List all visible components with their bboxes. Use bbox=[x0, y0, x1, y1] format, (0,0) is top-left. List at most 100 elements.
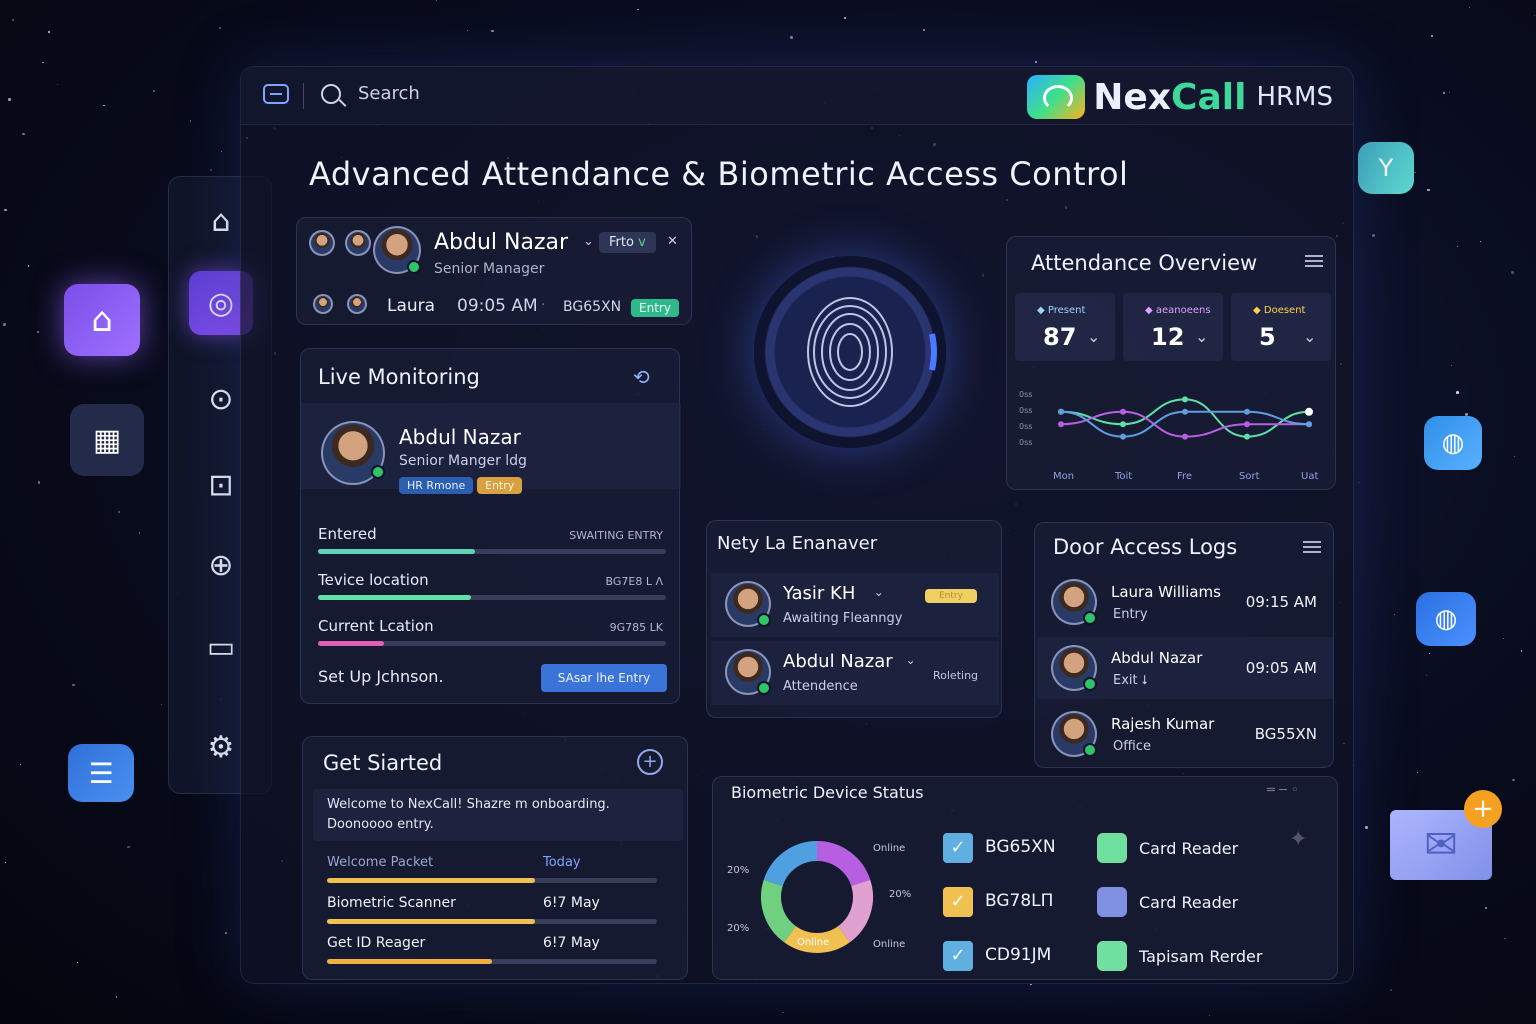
star bbox=[209, 168, 213, 171]
fingerprint-scanner[interactable] bbox=[754, 256, 946, 448]
start-entry-button[interactable]: SAsar lhe Entry bbox=[541, 664, 667, 692]
star bbox=[1416, 771, 1419, 774]
chevron-down-icon[interactable]: ⌄ bbox=[1303, 327, 1317, 346]
avatar bbox=[347, 294, 367, 314]
log-time: 09:15 AM bbox=[1245, 593, 1317, 611]
log-row[interactable]: Laura Williams Entry 09:15 AM bbox=[1037, 571, 1333, 633]
chevron-down-icon[interactable]: ⌄ bbox=[583, 234, 594, 249]
monitor-name: Abdul Nazar bbox=[399, 425, 521, 449]
clipboard-icon[interactable]: ☰ bbox=[68, 744, 134, 802]
close-icon[interactable]: ✕ bbox=[667, 234, 678, 249]
device-code: BG65XN bbox=[985, 837, 1056, 857]
log-time: 09:05 AM bbox=[1245, 659, 1317, 677]
add-card-icon[interactable]: ⊕ bbox=[208, 547, 234, 583]
star bbox=[1425, 674, 1428, 677]
star bbox=[76, 961, 78, 963]
menu-icon[interactable] bbox=[1305, 255, 1323, 267]
log-time: BG55XN bbox=[1254, 725, 1317, 743]
panel-title: Biometric Device Status bbox=[731, 783, 924, 802]
scan-icon[interactable]: ⟲ bbox=[633, 365, 650, 389]
home-icon[interactable]: ⌂ bbox=[64, 284, 140, 356]
badge-icon[interactable]: ⊡ bbox=[208, 467, 234, 503]
stat-card[interactable]: ◆ Doesent 5 ⌄ bbox=[1231, 293, 1331, 361]
device-type: Tapisam Rerder bbox=[1139, 947, 1263, 966]
percent-label: 20% bbox=[727, 923, 749, 934]
check-icon[interactable]: ✓ bbox=[943, 833, 973, 863]
star bbox=[1035, 61, 1038, 64]
search-input[interactable]: Search bbox=[358, 83, 420, 104]
message-icon[interactable]: ◍ bbox=[1416, 592, 1476, 646]
star bbox=[4, 208, 7, 211]
star bbox=[1414, 171, 1416, 174]
chat-icon[interactable]: ◍ bbox=[1424, 416, 1482, 470]
donut-slice bbox=[837, 879, 873, 943]
log-row[interactable]: Abdul Nazar Exit ⭣ 09:05 AM bbox=[1037, 637, 1333, 699]
panel-title: Nety La Enanaver bbox=[717, 533, 878, 554]
star bbox=[103, 104, 105, 107]
page-title: Advanced Attendance & Biometric Access C… bbox=[309, 155, 1129, 193]
check-icon[interactable]: ✓ bbox=[943, 887, 973, 917]
data-point bbox=[1306, 421, 1312, 428]
device-code: CD91JM bbox=[985, 945, 1052, 965]
monitor-icon[interactable]: ▭ bbox=[206, 629, 236, 665]
star bbox=[37, 331, 39, 334]
add-icon[interactable]: + bbox=[1464, 790, 1502, 828]
data-point bbox=[1182, 433, 1188, 440]
grid-icon[interactable]: ▦ bbox=[70, 404, 144, 476]
data-point bbox=[1182, 408, 1188, 415]
star bbox=[1510, 271, 1514, 274]
more-icon[interactable]: ═ ─ ◦ bbox=[1267, 783, 1299, 798]
chevron-down-icon[interactable]: ⌄ bbox=[873, 585, 884, 599]
verified-icon bbox=[1083, 611, 1097, 625]
stat-label: ◆ aeanoeens bbox=[1145, 305, 1211, 316]
attendance-chart: 0ss 0ss 0ss 0ss Mon Toit Fre Sort Uat bbox=[1019, 390, 1318, 482]
top-bar: Search NexCall HRMS bbox=[241, 67, 1353, 125]
menu-icon[interactable] bbox=[1303, 541, 1321, 553]
star bbox=[1479, 240, 1481, 242]
verified-icon bbox=[1083, 743, 1097, 757]
chevron-down-icon[interactable]: ⌄ bbox=[1195, 327, 1209, 346]
menu-icon[interactable] bbox=[263, 84, 289, 104]
star bbox=[138, 532, 141, 534]
id-card-icon[interactable]: ⌂ bbox=[211, 203, 231, 239]
avatar bbox=[313, 294, 333, 314]
stat-card[interactable]: ◆ Present 87 ⌄ bbox=[1015, 293, 1115, 361]
check-icon[interactable]: ✓ bbox=[943, 941, 973, 971]
percent-label: 20% bbox=[889, 889, 911, 900]
star bbox=[1533, 14, 1536, 16]
list-item[interactable]: Abdul Nazar ⌄ Attendence Roleting bbox=[711, 641, 999, 705]
panel-title: Door Access Logs bbox=[1053, 535, 1238, 559]
star bbox=[1513, 456, 1515, 458]
star bbox=[922, 28, 926, 31]
row-progress bbox=[318, 641, 666, 646]
profile-card: Abdul Nazar Senior Manger ldg HR Rmone E… bbox=[301, 403, 681, 494]
face-scan-icon[interactable]: ⊙ bbox=[208, 381, 234, 417]
star bbox=[28, 265, 30, 267]
device-type-icon bbox=[1097, 941, 1127, 971]
device-status-panel: Biometric Device Status ═ ─ ◦ 20% 20% 20% O… bbox=[712, 776, 1338, 980]
task-progress bbox=[327, 959, 657, 964]
brand-name-part1: Nex bbox=[1093, 76, 1172, 118]
settings-icon[interactable]: ⚙ bbox=[207, 729, 235, 765]
dot-separator: · bbox=[541, 298, 546, 313]
add-icon[interactable]: + bbox=[637, 749, 663, 775]
stat-card[interactable]: ◆ aeanoeens 12 ⌄ bbox=[1123, 293, 1223, 361]
chevron-down-icon[interactable]: ⌄ bbox=[905, 653, 916, 667]
footer-label: Set Up Jchnson. bbox=[318, 667, 444, 686]
shield-check-icon[interactable]: Y bbox=[1358, 142, 1414, 194]
log-row[interactable]: Rajesh Kumar Office BG55XN bbox=[1037, 703, 1333, 765]
list-item[interactable]: Yasir KH ⌄ Awaiting Fleanngy Entry bbox=[711, 573, 999, 637]
search-icon[interactable] bbox=[321, 84, 341, 104]
panel-title: Attendance Overview bbox=[1031, 251, 1258, 275]
task-label: Biometric Scanner bbox=[327, 895, 456, 911]
user-role: Senior Manager bbox=[434, 261, 545, 277]
star bbox=[218, 27, 221, 30]
x-tick-label: Mon bbox=[1053, 471, 1074, 482]
packet-date: Today bbox=[543, 855, 581, 870]
row-label: Tevice location bbox=[318, 571, 429, 589]
chevron-down-icon[interactable]: ⌄ bbox=[1087, 327, 1101, 346]
row-progress bbox=[318, 549, 666, 554]
user-tag[interactable]: Frto v bbox=[599, 232, 656, 253]
log-sub: Exit ⭣ bbox=[1113, 673, 1148, 688]
user-card[interactable]: Abdul Nazar ⌄ Frto v ✕ Senior Manager La… bbox=[296, 217, 692, 325]
